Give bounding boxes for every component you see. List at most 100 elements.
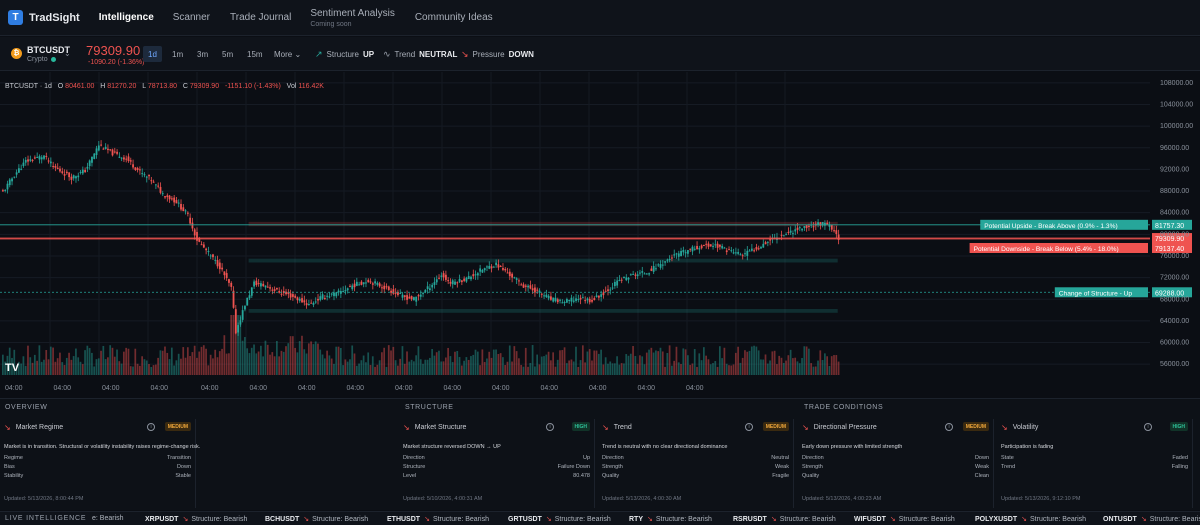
ticker-item[interactable]: ONTUSDT↘Structure: Bearish [1103, 515, 1200, 523]
nav-intelligence[interactable]: Intelligence [98, 12, 154, 23]
volume-bar [771, 351, 774, 375]
volume-bar [116, 349, 118, 375]
ticker-item[interactable]: BCHUSDT ↘ Structure: Bearish [265, 515, 368, 523]
timeframe-15m[interactable]: 15m [247, 49, 263, 59]
volume-bar [107, 357, 109, 375]
pressure-indicator[interactable]: ↘ Pressure DOWN [461, 49, 534, 60]
candle-body [221, 267, 224, 270]
candle-body [780, 234, 783, 236]
trend-down-icon: ↘ [1001, 423, 1008, 432]
price-chart[interactable]: 81757.30 Potential Upside - Break Above (… [0, 72, 1200, 397]
trend-indicator[interactable]: ∿ Trend NEUTRAL [383, 49, 457, 60]
candle-body [383, 285, 386, 290]
info-icon[interactable]: i [945, 423, 953, 431]
volume-bar [438, 350, 440, 375]
row-value: Failure Down [557, 464, 590, 470]
candle-body [458, 278, 461, 282]
y-tick-label: 100000.00 [1160, 123, 1193, 130]
candle-body [31, 159, 34, 161]
insight-card[interactable]: ↘ Directional Pressure i MEDIUM Early down p… [798, 419, 994, 508]
candle-body [180, 203, 182, 210]
candle-body [168, 195, 171, 200]
info-icon[interactable]: i [147, 423, 155, 431]
nav-trade-journal[interactable]: Trade Journal [230, 12, 292, 23]
ticker-symbol: GRTUSDT [508, 516, 542, 523]
volume-bar [718, 346, 721, 375]
candle-body [143, 174, 146, 176]
volume-bar [175, 360, 178, 375]
ticker-item[interactable]: RTY ↘ Structure: Bearish [629, 515, 712, 523]
timeframe-more[interactable]: More ⌄ [274, 49, 302, 59]
resistance-zone [248, 221, 838, 227]
candle-body [399, 292, 402, 294]
insight-card[interactable]: ↘ Market Regime i MEDIUM Market is in transi… [0, 419, 200, 508]
logo-icon[interactable]: T [8, 10, 23, 25]
symbol-name[interactable]: BTCUSDT [27, 45, 70, 55]
volume-bar [565, 363, 568, 375]
candle-body [362, 282, 365, 285]
volume-bar [45, 349, 48, 375]
trend-down-icon: ↘ [889, 516, 896, 523]
ticker-symbol: ETHUSDT [387, 516, 421, 523]
structure-indicator[interactable]: ↗ Structure UP [315, 49, 374, 60]
candle-body [27, 159, 29, 162]
volume-bar [20, 363, 22, 375]
candle-body [456, 282, 459, 284]
volume-bar [326, 350, 328, 375]
timeframe-1m[interactable]: 1m [172, 49, 184, 59]
candle-body [84, 170, 87, 173]
volume-bar [330, 358, 333, 375]
info-icon[interactable]: i [546, 423, 554, 431]
volume-bar [714, 361, 717, 375]
nav-scanner[interactable]: Scanner [172, 12, 210, 23]
volume-bar [728, 365, 730, 375]
candle-body [312, 302, 315, 305]
nav-sentiment-analysis[interactable]: Sentiment Analysis Coming soon [310, 8, 395, 30]
volume-bar [307, 343, 310, 375]
ticker-item[interactable]: RSRUSDT ↘ Structure: Bearish [733, 515, 836, 523]
chart-canvas[interactable]: 81757.30 Potential Upside - Break Above (… [0, 72, 1200, 397]
ticker-item[interactable]: WIFUSDT ↘ Structure: Bearish [854, 515, 955, 523]
candle-body [406, 295, 408, 300]
insight-card[interactable]: ↘ Volatility i HIGH Participation is fading S… [997, 419, 1193, 508]
ticker-item[interactable]: e: Bearish [92, 515, 124, 522]
x-tick-label: 04:00 [201, 385, 219, 392]
volume-bar [789, 349, 792, 375]
timeframe-3m[interactable]: 3m [197, 49, 209, 59]
volume-bar [333, 363, 335, 375]
timeframe-5m[interactable]: 5m [222, 49, 234, 59]
volume-bar [417, 346, 420, 375]
candle-body [207, 251, 210, 253]
info-icon[interactable]: i [745, 423, 753, 431]
ticker-item[interactable]: XRPUSDT ↘ Structure: Bearish [145, 515, 247, 523]
ticker-text: Structure: Bearish [191, 516, 248, 523]
trend-down-icon: ↘ [403, 423, 410, 432]
candle-body [75, 176, 77, 179]
volume-bar [618, 364, 621, 375]
candle-body [828, 224, 831, 227]
ticker-item[interactable]: POLYXUSDT ↘ Structure: Bearish [975, 515, 1086, 523]
candle-body [609, 289, 612, 291]
insight-card[interactable]: ↘ Trend i MEDIUM Trend is neutral with no cl… [598, 419, 794, 508]
ticker-item[interactable]: ETHUSDT ↘ Structure: Bearish [387, 515, 489, 523]
volume-bar [422, 363, 424, 375]
volume-bar [262, 356, 265, 375]
candle-body [682, 249, 685, 253]
volume-bar [248, 353, 251, 375]
candle-body [634, 274, 637, 276]
candle-body [175, 200, 178, 204]
candle-body [323, 298, 326, 300]
info-icon[interactable]: i [1144, 423, 1152, 431]
nav-community-ideas[interactable]: Community Ideas [414, 12, 493, 23]
candle-body [355, 281, 358, 286]
timeframe-1d[interactable]: 1d [143, 46, 162, 62]
trend-label: Trend [394, 50, 416, 59]
candle-body [808, 225, 810, 227]
ticker-symbol: WIFUSDT [854, 516, 886, 523]
ticker-item[interactable]: GRTUSDT ↘ Structure: Bearish [508, 515, 611, 523]
candle-body [502, 268, 504, 270]
chevron-down-icon[interactable]: ⌄ [64, 49, 71, 58]
candle-body [664, 261, 667, 263]
insight-card[interactable]: ↘ Market Structure i HIGH Market structure r… [399, 419, 595, 508]
candle-body [346, 288, 349, 291]
